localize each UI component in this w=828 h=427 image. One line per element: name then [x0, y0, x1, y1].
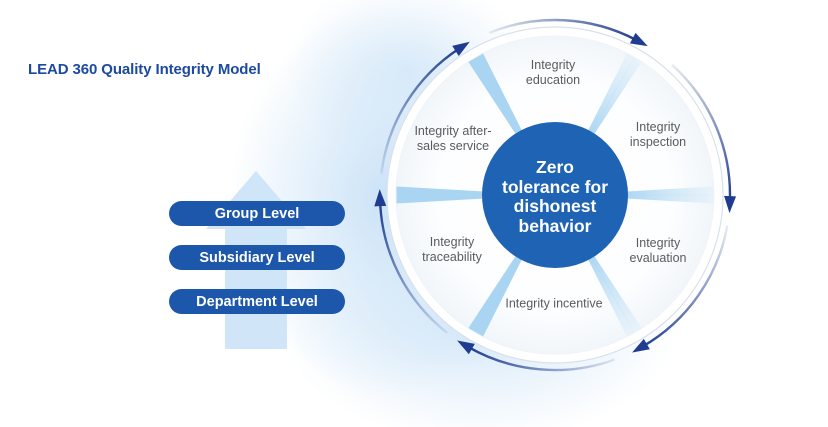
integrity-wheel [374, 18, 737, 372]
segment-divider [468, 250, 525, 337]
cycle-arrowhead-icon [632, 338, 650, 353]
level-pill-subsidiary-label: Subsidiary Level [199, 249, 315, 266]
segment-divider [396, 186, 489, 204]
segment-divider [585, 250, 642, 337]
segment-label-education: Integrity education [525, 58, 581, 87]
hub-text-line: Zero [536, 157, 574, 177]
hub-text-line: behavior [518, 215, 592, 236]
cycle-arrow-icon [488, 18, 638, 42]
segment-divider [621, 186, 714, 204]
cycle-arrow-icon [378, 201, 448, 334]
level-pill-group: Group Level [169, 201, 345, 226]
segment-label-after-sales-service: Integrity after-sales service [414, 124, 492, 153]
hub-text: Zero tolerance for dishonest behavior [484, 157, 626, 236]
segment-label-traceability: Integrity traceability [422, 235, 482, 264]
cycle-arrowhead-icon [457, 340, 475, 355]
hub-circle [482, 122, 628, 268]
level-pill-subsidiary: Subsidiary Level [169, 245, 345, 270]
cycle-arrow-icon [380, 47, 461, 174]
cycle-arrow-icon [641, 225, 729, 348]
wheel-segment-3 [474, 194, 636, 355]
segment-label-incentive: Integrity incentive [505, 296, 603, 311]
cycle-arrowhead-icon [374, 189, 387, 207]
level-pill-department-label: Department Level [196, 293, 318, 310]
cycle-arrowhead-icon [452, 41, 470, 56]
hub-text-line: dishonest [513, 196, 597, 216]
cycle-arrow-icon [671, 64, 732, 202]
segment-label-evaluation: Integrity evaluation [629, 236, 687, 265]
segment-label-inspection: Integrity inspection [629, 120, 687, 149]
segment-divider [585, 53, 642, 140]
wheel-segment-0 [474, 35, 636, 196]
cycle-arrowhead-icon [629, 32, 648, 47]
level-pill-department: Department Level [169, 289, 345, 314]
level-pill-group-label: Group Level [214, 205, 300, 222]
segment-divider [468, 53, 525, 140]
cycle-arrowhead-icon [724, 195, 737, 214]
page-title: LEAD 360 Quality Integrity Model [28, 61, 261, 78]
cycle-arrow-icon [466, 345, 616, 372]
hub-text-line: tolerance for [502, 176, 608, 197]
